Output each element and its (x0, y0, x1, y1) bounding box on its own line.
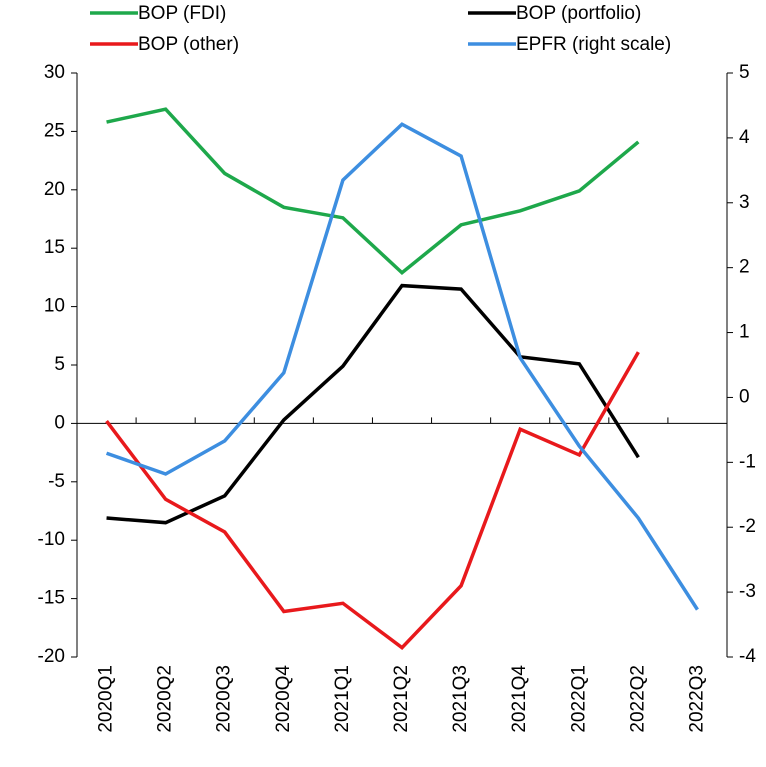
y2-tick-label: 0 (739, 386, 750, 407)
x-tick-label: 2021Q3 (450, 665, 471, 733)
y-tick-label: -15 (38, 588, 65, 609)
legend-label: BOP (FDI) (138, 3, 226, 24)
y2-tick-label: -3 (739, 581, 756, 602)
y-tick-label: -10 (38, 529, 65, 550)
y-tick-label: -20 (38, 646, 65, 667)
series-line (106, 283, 640, 525)
y2-tick-label: 4 (739, 127, 750, 148)
x-tick-label: 2020Q4 (273, 665, 294, 733)
x-tick-label: 2022Q3 (686, 665, 707, 733)
x-tick-label: 2020Q2 (155, 665, 176, 733)
y-tick-label: 15 (44, 237, 65, 258)
y-tick-label: 5 (54, 354, 65, 375)
x-tick-label: 2020Q1 (96, 665, 117, 733)
y-tick-label: 30 (44, 62, 65, 83)
x-tick-label: 2021Q1 (332, 665, 353, 733)
y2-tick-label: -1 (739, 451, 756, 472)
y-tick-label: -5 (48, 471, 65, 492)
y-tick-label: 25 (44, 120, 65, 141)
series-line (105, 351, 640, 650)
y-tick-label: 0 (54, 412, 65, 433)
y2-tick-label: 3 (739, 192, 750, 213)
x-tick-label: 2020Q3 (214, 665, 235, 733)
x-tick-label: 2022Q1 (568, 665, 589, 733)
y2-tick-label: 2 (739, 257, 750, 278)
y2-tick-label: -2 (739, 516, 756, 537)
y-tick-label: 10 (44, 296, 65, 317)
x-tick-label: 2021Q2 (391, 665, 412, 733)
series-line (106, 107, 640, 276)
x-tick-label: 2021Q4 (509, 665, 530, 733)
y2-tick-label: 5 (739, 62, 750, 83)
legend-label: BOP (portfolio) (516, 3, 641, 24)
series-line (105, 122, 699, 611)
y-tick-label: 20 (44, 179, 65, 200)
y2-tick-label: 1 (739, 322, 750, 343)
x-tick-label: 2022Q2 (627, 665, 648, 733)
legend-label: EPFR (right scale) (516, 34, 671, 55)
legend-label: BOP (other) (138, 34, 239, 55)
y2-tick-label: -4 (739, 646, 756, 667)
